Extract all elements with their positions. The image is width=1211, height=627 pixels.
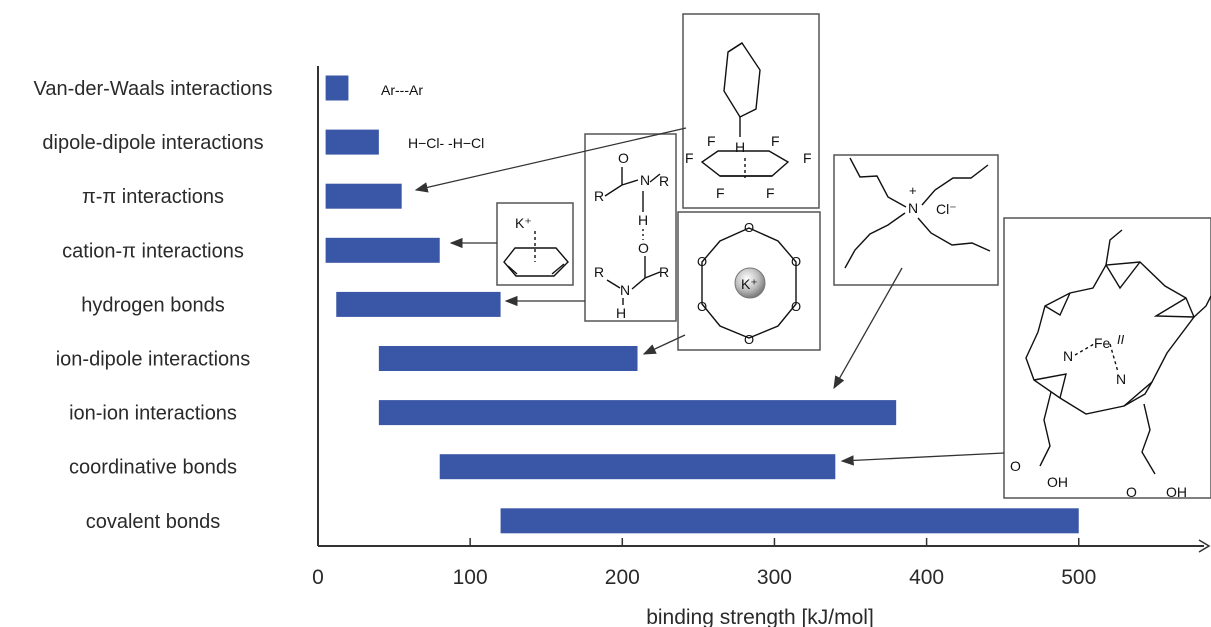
- category-label: ion-dipole interactions: [56, 349, 251, 371]
- category-label: covalent bonds: [86, 511, 221, 533]
- svg-text:O: O: [791, 254, 801, 269]
- svg-text:O: O: [697, 254, 707, 269]
- svg-text:R: R: [659, 173, 669, 189]
- svg-text:F: F: [716, 185, 725, 201]
- svg-text:K⁺: K⁺: [515, 215, 532, 231]
- bar-interactions: [325, 183, 402, 209]
- bar-ion-ion-interactions: [378, 400, 897, 426]
- svg-text:O: O: [1126, 484, 1137, 500]
- category-label: Van-der-Waals interactions: [34, 78, 273, 100]
- svg-text:F: F: [771, 133, 780, 149]
- svg-text:O: O: [638, 240, 649, 256]
- bar-cation-interactions: [325, 237, 440, 263]
- svg-text:O: O: [744, 332, 754, 347]
- svg-text:O: O: [791, 299, 801, 314]
- crown-ether-structure: O O O O O O K⁺: [677, 211, 821, 351]
- svg-text:F: F: [685, 150, 694, 166]
- x-tick-label: 200: [605, 566, 640, 589]
- x-tick-label: 500: [1061, 566, 1096, 589]
- ammonium-structure: N + Cl⁻: [833, 154, 999, 286]
- bar-van-der-waals-interactions: [325, 75, 349, 101]
- arrow-pi-pi: [414, 127, 687, 193]
- svg-text:N: N: [640, 172, 650, 188]
- svg-text:H: H: [735, 139, 745, 155]
- svg-text:O: O: [697, 299, 707, 314]
- category-label: dipole-dipole interactions: [42, 132, 263, 154]
- svg-text:+: +: [909, 183, 917, 198]
- svg-text:R: R: [659, 264, 669, 280]
- svg-text:O: O: [618, 150, 629, 166]
- category-label: cation-π interactions: [62, 240, 244, 262]
- category-label: ion-ion interactions: [69, 403, 237, 425]
- svg-text:II: II: [1117, 332, 1125, 347]
- cation-pi-structure: K⁺: [496, 202, 574, 286]
- bars-layer: [325, 75, 1079, 534]
- category-label: coordinative bonds: [69, 457, 237, 479]
- svg-text:N: N: [620, 282, 630, 298]
- arrow-ion-ion: [833, 267, 903, 390]
- svg-text:R: R: [594, 188, 604, 204]
- bar-hydrogen-bonds: [336, 291, 501, 317]
- svg-text:OH: OH: [1166, 484, 1187, 500]
- category-label: π-π interactions: [82, 186, 224, 208]
- svg-text:H: H: [616, 305, 626, 321]
- svg-text:N: N: [1116, 371, 1126, 387]
- pi-stacking-structure: H F F F F F F: [682, 13, 820, 209]
- x-ticks: 0 100 200 300 400 500: [312, 538, 1096, 589]
- svg-text:F: F: [707, 133, 716, 149]
- svg-text:Fe: Fe: [1094, 335, 1111, 351]
- x-tick-label: 300: [757, 566, 792, 589]
- arrow-ion-dipole: [642, 334, 686, 355]
- hydrogen-bond-structure: O R N R H O R N R H: [584, 133, 677, 322]
- bar-ion-dipole-interactions: [378, 346, 638, 371]
- svg-text:N: N: [908, 200, 918, 216]
- x-axis-title: binding strength [kJ/mol]: [646, 606, 874, 627]
- bar-dipole-dipole-interactions: [325, 129, 379, 155]
- svg-text:N: N: [1063, 348, 1073, 364]
- x-tick-label: 400: [909, 566, 944, 589]
- svg-text:R: R: [594, 264, 604, 280]
- bar-covalent-bonds: [500, 508, 1079, 534]
- svg-text:K⁺: K⁺: [741, 276, 758, 292]
- x-tick-label: 0: [312, 566, 324, 589]
- dipole-annotation: H−Cl- -H−Cl: [408, 135, 484, 151]
- x-tick-label: 100: [453, 566, 488, 589]
- svg-text:Cl⁻: Cl⁻: [936, 201, 957, 217]
- svg-text:H: H: [638, 212, 648, 228]
- vdw-annotation: Ar---Ar: [381, 82, 423, 98]
- category-label: hydrogen bonds: [81, 294, 224, 316]
- svg-text:O: O: [1010, 458, 1021, 474]
- bar-coordinative-bonds: [439, 454, 836, 480]
- category-labels: Van-der-Waals interactions dipole-dipole …: [34, 78, 273, 533]
- heme-structure: N N Fe II O OH O OH: [1003, 217, 1211, 500]
- svg-text:F: F: [766, 185, 775, 201]
- svg-text:OH: OH: [1047, 474, 1068, 490]
- arrow-coordinative: [840, 452, 1005, 466]
- x-axis-arrowhead: [1198, 539, 1211, 553]
- svg-text:O: O: [744, 220, 754, 235]
- svg-text:F: F: [803, 150, 812, 166]
